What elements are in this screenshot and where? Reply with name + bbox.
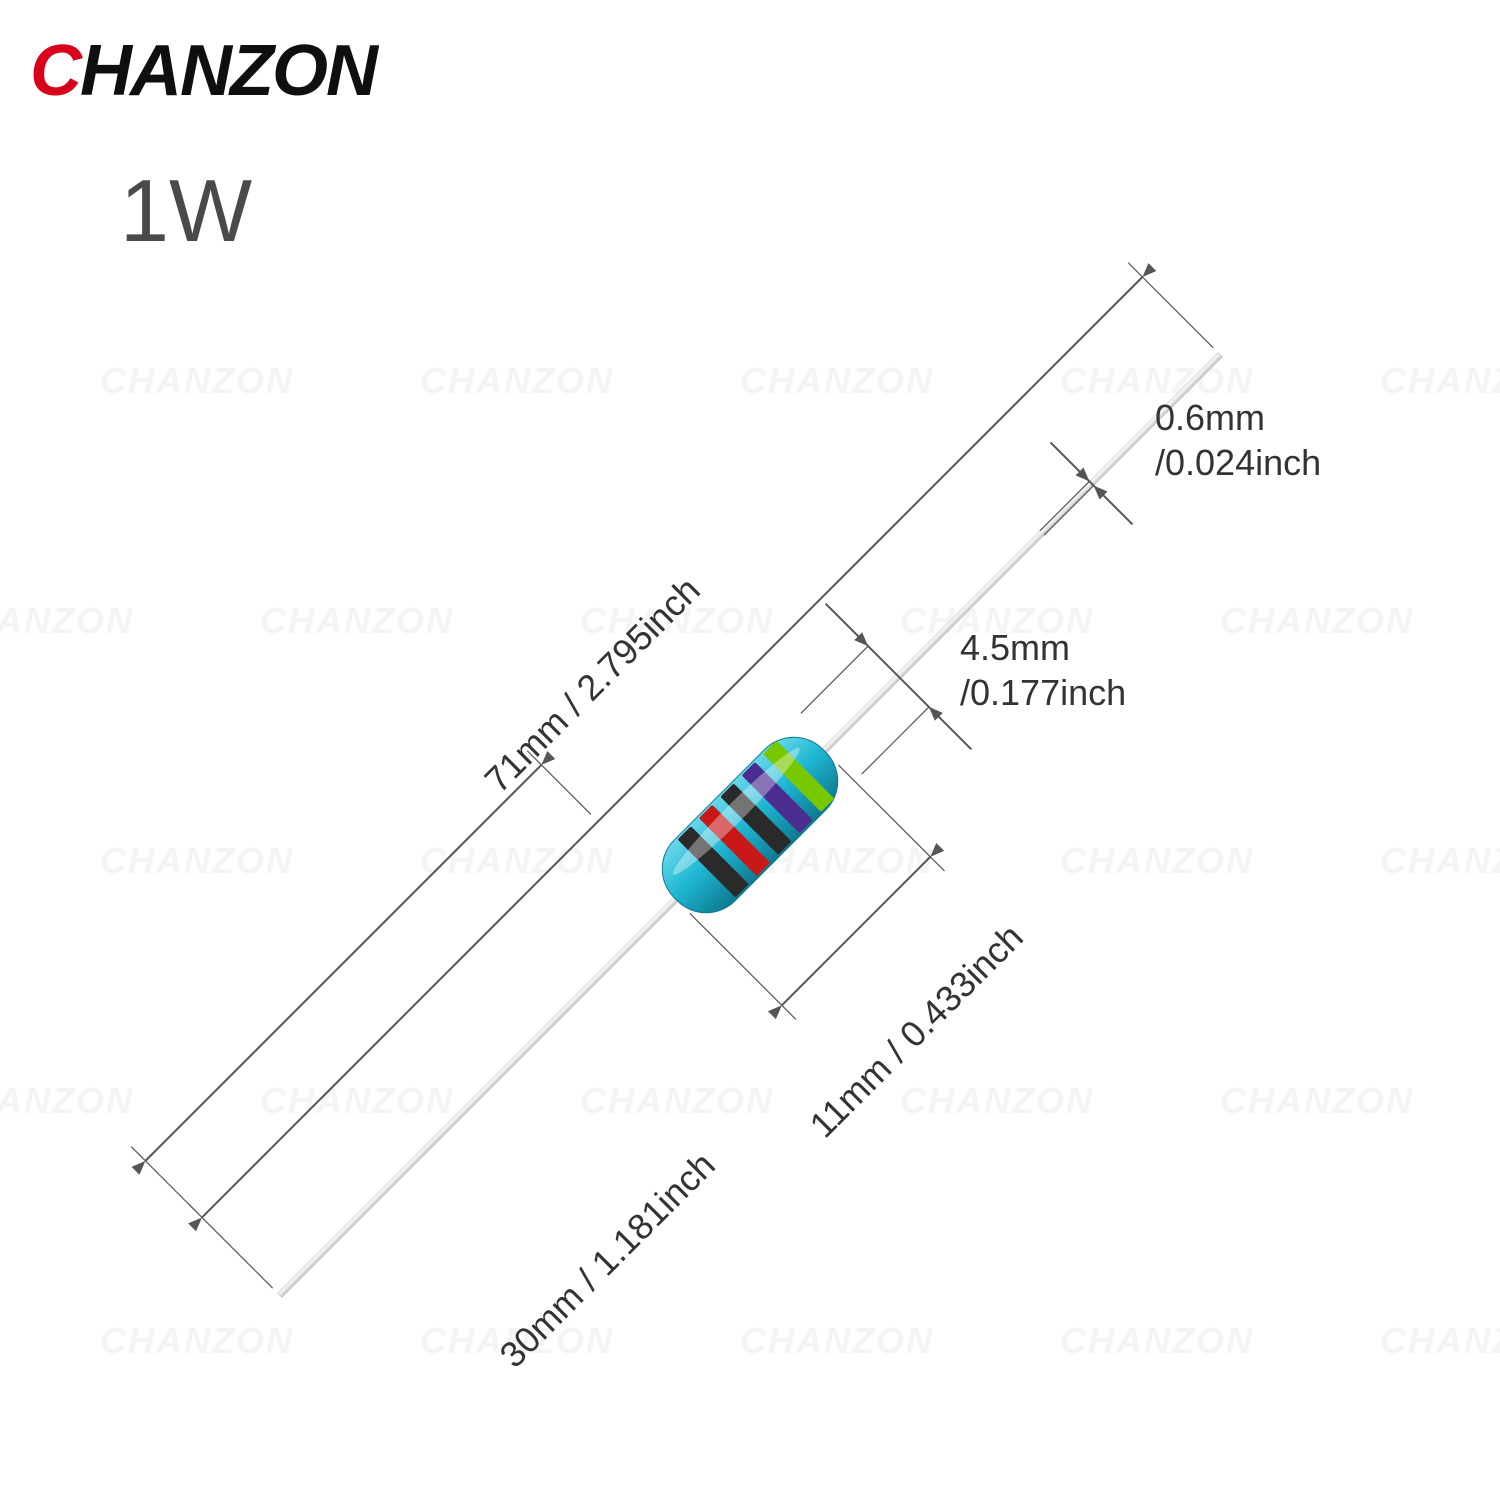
- dim-lead-diameter: 0.6mm/0.024inch: [1155, 395, 1321, 485]
- dimension-diagram: [0, 0, 1500, 1500]
- dim-body-diameter: 4.5mm/0.177inch: [960, 625, 1126, 715]
- diagram-stage: CHANZON 1W CHANZONCHANZONCHANZONCHANZONC…: [0, 0, 1500, 1500]
